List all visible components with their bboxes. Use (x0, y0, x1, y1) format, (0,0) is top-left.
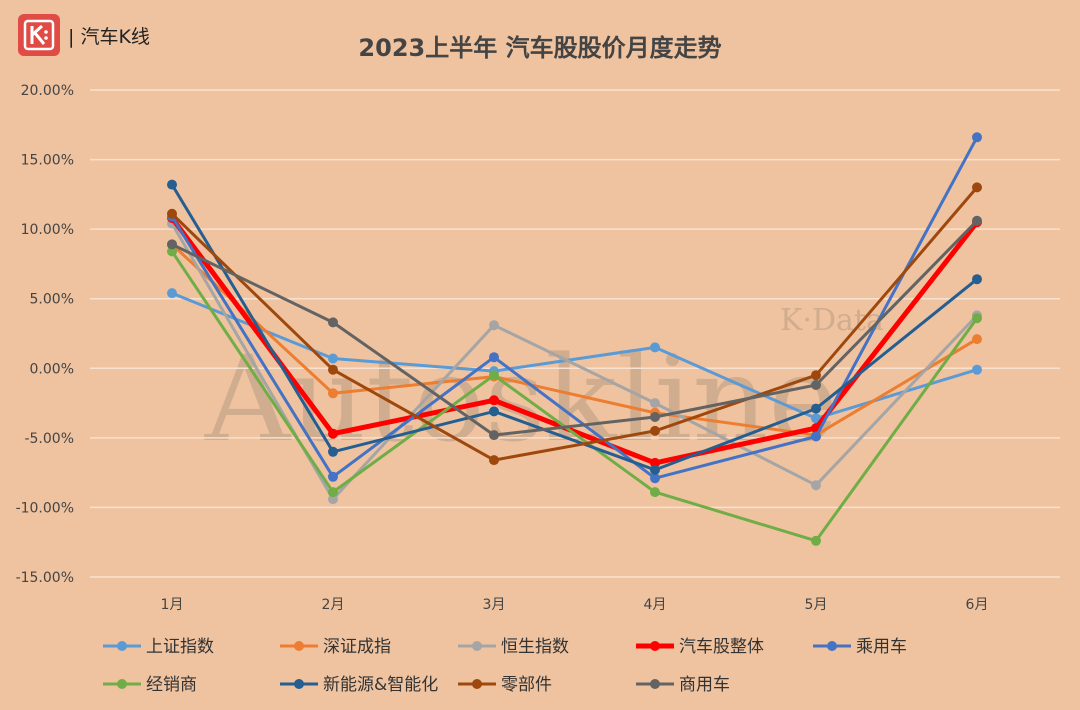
data-point (811, 480, 821, 491)
data-point (167, 246, 177, 257)
series-1 (167, 288, 982, 424)
data-point (167, 208, 177, 219)
data-point (328, 353, 338, 364)
data-point (650, 464, 660, 475)
data-point (328, 487, 338, 498)
legend-swatch-marker (294, 679, 304, 689)
data-point (972, 274, 982, 285)
legend-item: 新能源&智能化 (280, 675, 438, 695)
data-point (972, 364, 982, 375)
legend-label: 乘用车 (856, 637, 907, 657)
series-line (170, 186, 979, 462)
x-tick-label: 3月 (483, 597, 506, 613)
series-line (170, 250, 979, 543)
data-point (328, 388, 338, 399)
legend-label: 深证成指 (323, 637, 391, 657)
legend-item: 上证指数 (103, 637, 214, 657)
series-8 (167, 182, 982, 466)
data-point (489, 430, 499, 441)
legend-swatch-marker (472, 641, 482, 651)
data-point (650, 342, 660, 353)
data-point (650, 412, 660, 422)
legend-label: 上证指数 (146, 637, 214, 657)
legend-item: 乘用车 (813, 637, 907, 657)
data-point (328, 364, 338, 375)
legend-label: 新能源&智能化 (323, 675, 438, 695)
legend-item: 经销商 (103, 675, 197, 695)
data-point (650, 398, 660, 409)
data-point (489, 320, 499, 331)
legend-swatch-marker (117, 641, 127, 651)
legend-swatch-marker (650, 641, 660, 651)
data-point (489, 352, 499, 363)
series-9 (167, 215, 982, 441)
data-point (811, 535, 821, 546)
data-point (167, 179, 177, 190)
data-point (650, 473, 660, 484)
data-point (811, 403, 821, 414)
legend-label: 恒生指数 (501, 637, 569, 657)
legend-swatch-marker (472, 679, 482, 689)
data-point (650, 457, 660, 468)
data-point (972, 182, 982, 193)
series-line (169, 216, 979, 466)
data-point (972, 215, 982, 226)
data-point (811, 380, 821, 390)
x-tick-label: 1月 (161, 597, 184, 613)
data-point (328, 317, 338, 328)
y-tick-label: 5.00% (30, 292, 74, 308)
data-point (489, 395, 499, 406)
data-point (650, 425, 660, 436)
series-6 (167, 246, 982, 546)
x-tick-label: 5月 (805, 597, 828, 613)
data-point (489, 455, 499, 466)
data-point (972, 313, 982, 324)
legend-item: 深证成指 (280, 637, 391, 657)
legend-swatch-marker (827, 641, 837, 651)
brand-name: | 汽车K线 (68, 26, 150, 48)
data-point (972, 132, 982, 143)
data-point (328, 446, 338, 457)
x-tick-label: 4月 (644, 597, 667, 613)
x-tick-label: 2月 (322, 597, 345, 613)
series-line (171, 219, 979, 437)
y-tick-label: -10.00% (16, 500, 74, 516)
y-tick-label: -15.00% (16, 570, 74, 586)
legend-item: 零部件 (458, 675, 552, 695)
series-line (171, 291, 978, 420)
data-point (328, 428, 338, 439)
legend-item: 商用车 (636, 675, 730, 695)
k-logo-icon (18, 14, 60, 56)
chart-title: 2023上半年 汽车股股价月度走势 (358, 34, 722, 62)
legend-swatch-marker (294, 641, 304, 651)
y-tick-label: 20.00% (21, 83, 74, 99)
legend-item: 汽车股整体 (636, 637, 764, 657)
data-point (811, 370, 821, 381)
series-line (170, 183, 978, 472)
data-point (167, 239, 177, 250)
data-point (489, 406, 499, 417)
data-point (489, 370, 499, 381)
series-line (170, 243, 978, 437)
data-point (972, 334, 982, 345)
legend-label: 汽车股整体 (679, 637, 764, 657)
y-tick-label: 10.00% (21, 222, 74, 238)
legend-label: 商用车 (679, 675, 730, 695)
series-7 (167, 179, 982, 475)
data-point (328, 471, 338, 482)
x-tick-label: 6月 (966, 597, 989, 613)
legend-label: 零部件 (501, 675, 552, 695)
data-point (811, 431, 821, 442)
data-point (328, 494, 338, 505)
legend-swatch-marker (650, 679, 660, 689)
data-point (650, 487, 660, 498)
y-tick-label: 0.00% (30, 361, 74, 377)
y-tick-label: 15.00% (21, 153, 74, 169)
legend-label: 经销商 (146, 675, 197, 695)
legend-swatch-marker (117, 679, 127, 689)
y-tick-label: -5.00% (24, 431, 74, 447)
data-point (167, 288, 177, 299)
legend-item: 恒生指数 (458, 637, 569, 657)
